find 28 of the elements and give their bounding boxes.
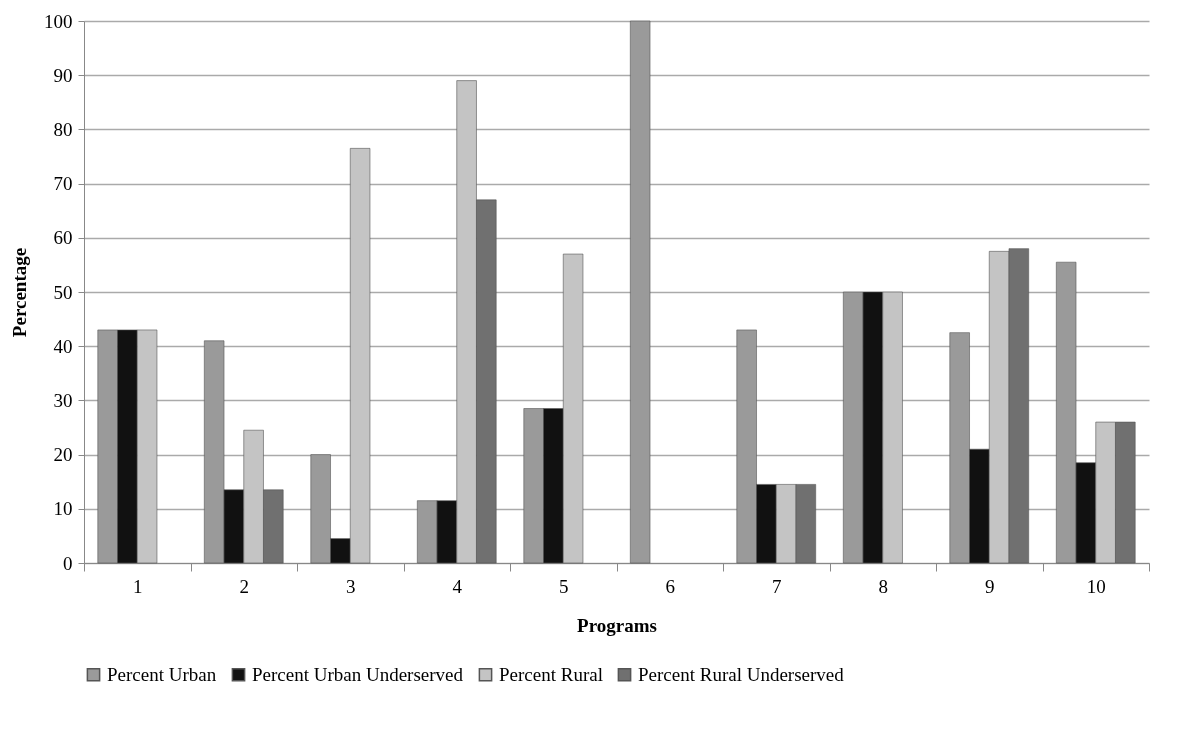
- y-tick-label: 10: [53, 498, 73, 520]
- y-tick-label: 0: [63, 552, 73, 574]
- legend-label: Percent Urban Underserved: [252, 663, 464, 685]
- y-tick-label: 30: [53, 389, 73, 411]
- x-tick-label: 10: [1086, 575, 1106, 597]
- x-tick-label: 9: [985, 575, 995, 597]
- bar: [630, 20, 651, 564]
- y-tick-label: 80: [53, 118, 73, 140]
- y-tick-label: 60: [53, 227, 73, 249]
- x-tick-label: 6: [665, 575, 675, 597]
- y-tick-label: 50: [53, 281, 73, 303]
- x-axis-title: Programs: [577, 614, 657, 636]
- y-axis-title: Percentage: [9, 247, 30, 338]
- y-tick-label: 90: [53, 64, 73, 86]
- y-tick-label: 70: [53, 173, 73, 195]
- x-tick-label: 5: [559, 575, 569, 597]
- y-tick-label: 40: [53, 335, 73, 357]
- y-tick-label: 100: [44, 10, 73, 32]
- legend-label: Percent Rural: [499, 663, 603, 685]
- x-tick-label: 3: [346, 575, 356, 597]
- x-tick-label: 4: [452, 575, 463, 597]
- x-tick-label: 2: [239, 575, 249, 597]
- x-tick-label: 7: [772, 575, 782, 597]
- x-tick-label: 8: [878, 575, 888, 597]
- legend-label: Percent Urban: [107, 663, 217, 685]
- legend-label: Percent Rural Underserved: [638, 663, 845, 685]
- x-tick-label: 1: [133, 575, 143, 597]
- y-tick-label: 20: [53, 444, 73, 466]
